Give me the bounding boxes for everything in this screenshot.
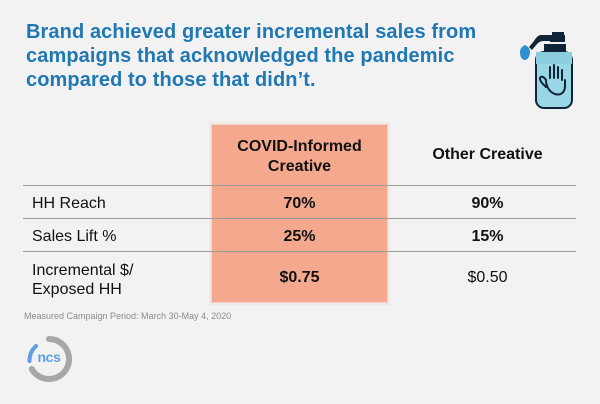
- covid-column-highlight: [212, 125, 387, 302]
- logo-text: ncs: [37, 349, 61, 365]
- footnote: Measured Campaign Period: March 30-May 4…: [24, 311, 232, 321]
- cell-other-hh-reach: 90%: [471, 195, 504, 212]
- hand-sanitizer-icon: [520, 32, 573, 109]
- row-divider: [23, 185, 576, 186]
- row-label-sales-lift: Sales Lift %: [32, 228, 117, 245]
- cell-covid-hh-reach: 70%: [283, 195, 316, 212]
- ncs-logo: ncs: [24, 334, 74, 384]
- row-label-hh-reach: HH Reach: [32, 195, 106, 212]
- cell-other-incremental: $0.50: [467, 269, 508, 286]
- page-title: Brand achieved greater incremental sales…: [26, 21, 477, 91]
- row-divider: [23, 218, 576, 219]
- cell-covid-sales-lift: 25%: [283, 228, 316, 245]
- column-header-covid: COVID-Informed Creative: [237, 138, 362, 175]
- cell-covid-incremental: $0.75: [279, 269, 320, 286]
- column-header-other: Other Creative: [432, 146, 543, 163]
- cell-other-sales-lift: 15%: [471, 228, 504, 245]
- row-label-incremental-exposed-hh: Incremental $/ Exposed HH: [32, 262, 134, 299]
- row-divider: [23, 251, 576, 252]
